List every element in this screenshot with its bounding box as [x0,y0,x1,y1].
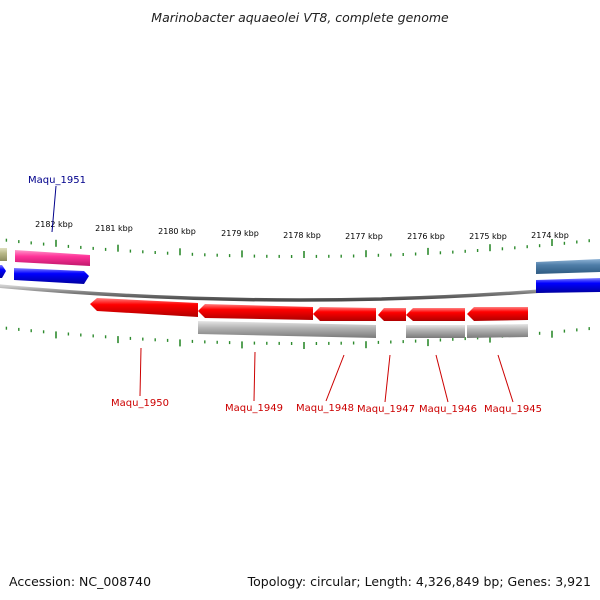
gene-rna-olive [0,248,7,261]
leader-maqu-1946 [435,354,449,403]
gene-label-maqu-1948[interactable]: Maqu_1948 [296,403,354,414]
gene-maqu-1950[interactable] [90,298,198,317]
gene-forward-left-edge [0,265,6,278]
ruler-labels: 2182 kbp 2181 kbp 2180 kbp 2179 kbp 2178… [35,220,569,241]
outer-ruler-ticks [5,238,590,258]
cds-bar [406,325,465,338]
gene-label-maqu-1951[interactable]: Maqu_1951 [28,175,86,186]
ruler-label: 2182 kbp [35,220,73,229]
ruler-label: 2180 kbp [158,227,196,236]
ruler-label: 2176 kbp [407,232,445,241]
ruler-label: 2179 kbp [221,229,259,238]
gene-maqu-1947[interactable] [378,308,406,321]
ruler-label: 2178 kbp [283,231,321,240]
gene-maqu-1951[interactable] [15,250,90,266]
leader-maqu-1945 [497,354,514,403]
gene-label-maqu-1946[interactable]: Maqu_1946 [419,404,477,415]
topology-summary: Topology: circular; Length: 4,326,849 bp… [247,574,591,589]
gene-labels: Maqu_1951 Maqu_1950 Maqu_1949 Maqu_1948 … [28,175,542,415]
gene-label-maqu-1947[interactable]: Maqu_1947 [357,404,415,415]
leader-maqu-1948 [325,354,345,402]
ruler-label: 2174 kbp [531,231,569,240]
gene-label-maqu-1950[interactable]: Maqu_1950 [111,398,169,409]
reverse-strand-genes [90,298,528,321]
genome-backbone [0,284,600,302]
gene-label-maqu-1945[interactable]: Maqu_1945 [484,404,542,415]
gene-label-maqu-1949[interactable]: Maqu_1949 [225,403,283,414]
leader-maqu-1950 [139,347,142,397]
reverse-strand-cds [198,321,528,338]
leader-maqu-1951 [51,185,57,233]
gene-forward-blue-right [536,278,600,293]
gene-maqu-1946[interactable] [406,308,465,321]
gene-forward-steel [536,259,600,274]
cds-bar [467,324,528,338]
leader-maqu-1947 [384,354,391,403]
ruler-label: 2177 kbp [345,232,383,241]
gene-maqu-1945[interactable] [467,307,528,321]
ruler-label: 2181 kbp [95,224,133,233]
cds-bar [198,321,376,338]
ruler-label: 2175 kbp [469,232,507,241]
gene-maqu-1948[interactable] [313,307,376,321]
gene-forward-blue [14,268,89,284]
accession-text: Accession: NC_008740 [9,574,152,589]
forward-strand-genes [0,248,600,293]
map-title: Marinobacter aquaeolei VT8, complete gen… [151,10,449,25]
gene-maqu-1949[interactable] [198,304,313,320]
leader-maqu-1949 [253,351,256,402]
label-leaders [51,185,514,403]
